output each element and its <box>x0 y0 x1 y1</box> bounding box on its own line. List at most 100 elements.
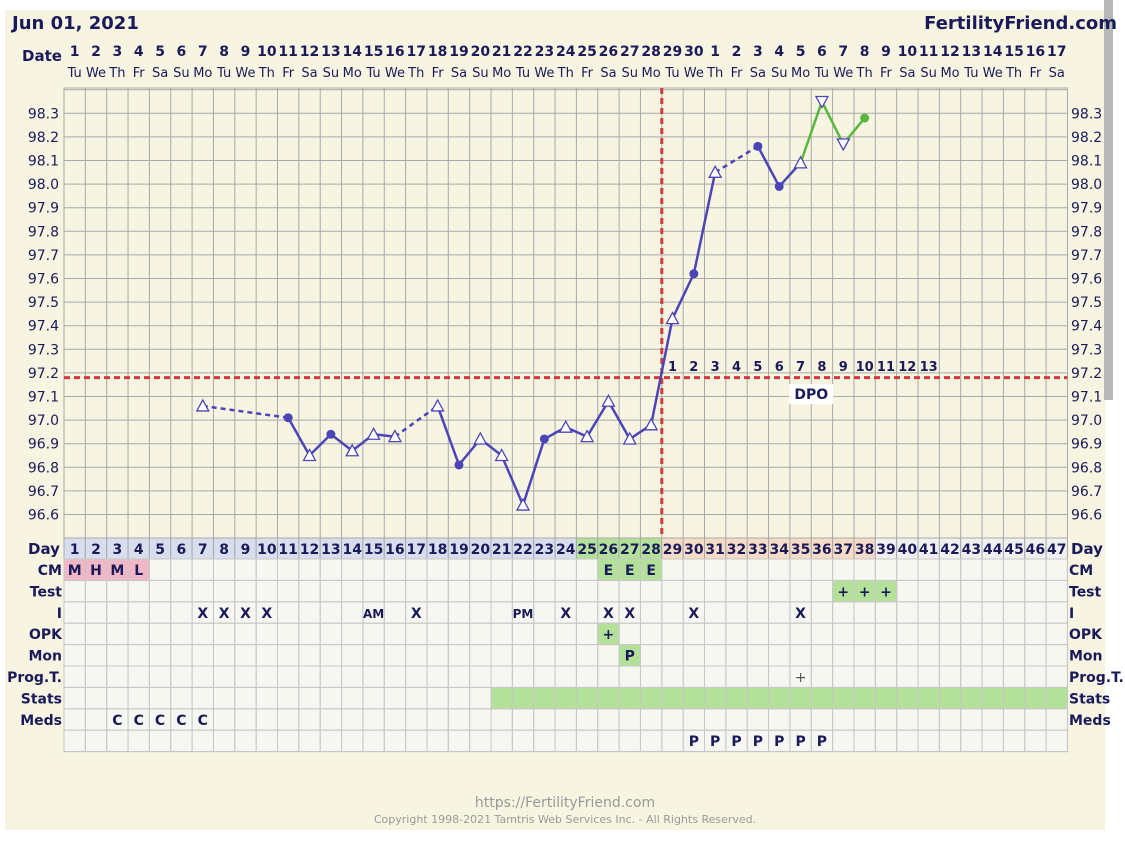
dpo-number: 8 <box>817 360 826 375</box>
weekday-tick-label: Tu <box>664 66 679 81</box>
weekday-tick-label: Mo <box>193 66 212 81</box>
date-tick-label: 17 <box>407 44 426 60</box>
stats-highlight <box>491 687 1068 709</box>
date-tick-label: 10 <box>257 44 277 60</box>
date-tick-label: 12 <box>940 44 959 60</box>
y-tick-label-right: 97.1 <box>1071 390 1102 406</box>
weekday-tick-label: We <box>983 66 1003 81</box>
temperature-point <box>366 426 381 440</box>
table-cell-value: X <box>603 606 614 622</box>
table-cell-value: L <box>134 563 143 579</box>
day-number: 8 <box>219 542 229 558</box>
y-tick-label-left: 97.7 <box>28 248 59 264</box>
temperature-point <box>836 138 851 152</box>
day-number: 31 <box>705 542 724 558</box>
date-tick-label: 10 <box>898 44 918 60</box>
weekday-tick-label: Su <box>771 66 788 81</box>
temperature-point <box>283 413 293 423</box>
day-number: 5 <box>155 542 165 558</box>
dpo-number: 7 <box>796 360 805 375</box>
day-number: 34 <box>769 542 789 558</box>
temperature-point <box>774 181 784 191</box>
weekday-tick-label: Sa <box>451 66 467 81</box>
y-tick-label-left: 96.7 <box>28 484 59 500</box>
day-number: 33 <box>748 542 767 558</box>
day-number: 12 <box>300 542 319 558</box>
day-number: 1 <box>70 542 80 558</box>
weekday-tick-label: Th <box>1005 66 1022 81</box>
table-cell-value: X <box>795 606 806 622</box>
day-number: 15 <box>364 542 383 558</box>
day-number: 30 <box>684 542 704 558</box>
row-label-right: CM <box>1069 563 1093 579</box>
date-tick-label: 4 <box>774 44 784 60</box>
date-tick-label: 30 <box>684 44 704 60</box>
day-number: 35 <box>791 542 810 558</box>
row-label-left: I <box>57 606 62 622</box>
weekday-tick-label: Su <box>173 66 190 81</box>
date-tick-label: 2 <box>732 44 742 60</box>
weekday-tick-label: Fr <box>581 66 594 81</box>
date-tick-label: 5 <box>155 44 165 60</box>
weekday-tick-label: Fr <box>133 66 146 81</box>
axis-labels: Date 1 2 3 4 5 6 7 8 9 10 11 12 13 14 15 16 17 18 19 20 21 22 2… <box>22 44 1102 524</box>
table-cell-value: E <box>646 563 656 579</box>
footer-url[interactable]: https://FertilityFriend.com <box>475 795 655 811</box>
day-number: 28 <box>641 542 660 558</box>
weekday-tick-label: Fr <box>731 66 744 81</box>
scrollbar-thumb[interactable] <box>1104 0 1113 400</box>
table-cell-value: AM <box>363 607 384 621</box>
temperature-point <box>326 429 336 439</box>
temperature-point <box>860 113 870 123</box>
weekday-tick-label: Sa <box>1049 66 1065 81</box>
table-cell-value: P <box>710 734 720 750</box>
weekday-tick-label: We <box>86 66 106 81</box>
y-tick-label-right: 97.3 <box>1071 342 1102 358</box>
date-tick-label: 1 <box>70 44 80 60</box>
y-tick-label-right: 98.1 <box>1071 154 1102 170</box>
dpo-number: 2 <box>689 360 698 375</box>
day-number: 29 <box>663 542 682 558</box>
day-number: 16 <box>385 542 404 558</box>
table-cell-value: C <box>112 713 122 729</box>
day-number: 39 <box>876 542 895 558</box>
dpo-number: 5 <box>753 360 762 375</box>
date-tick-label: 2 <box>91 44 101 60</box>
y-tick-label-left: 97.3 <box>28 342 59 358</box>
date-tick-label: 25 <box>577 44 596 60</box>
row-label-right: OPK <box>1069 627 1103 643</box>
date-tick-label: 1 <box>710 44 720 60</box>
row-label-left: Prog.T. <box>7 670 62 686</box>
day-number: 37 <box>834 542 853 558</box>
date-tick-label: 27 <box>620 44 639 60</box>
temperature-segment <box>799 98 866 164</box>
table-cell-value: P <box>774 734 784 750</box>
date-row-label: Date <box>22 47 62 65</box>
date-tick-label: 14 <box>342 44 362 60</box>
date-tick-label: 8 <box>860 44 870 60</box>
day-number: 40 <box>898 542 918 558</box>
day-number: 36 <box>812 542 831 558</box>
temperature-grid <box>63 87 1068 539</box>
temperature-point <box>539 434 549 444</box>
weekday-tick-label: Su <box>323 66 340 81</box>
weekday-tick-label: We <box>684 66 704 81</box>
table-cell-value: E <box>625 563 635 579</box>
row-label-right: I <box>1069 606 1074 622</box>
table-cell-value: X <box>261 606 272 622</box>
dpo-number: 4 <box>732 360 741 375</box>
temperature-point <box>473 431 488 445</box>
weekday-tick-label: Mo <box>791 66 810 81</box>
temperature-point <box>494 448 509 462</box>
weekday-tick-label: We <box>833 66 853 81</box>
row-label-left: Stats <box>21 691 62 707</box>
y-tick-label-right: 97.7 <box>1071 248 1102 264</box>
temperature-point <box>689 269 699 279</box>
temperature-point <box>665 311 680 325</box>
weekday-tick-label: Th <box>108 66 125 81</box>
date-tick-label: 4 <box>134 44 144 60</box>
date-tick-label: 3 <box>753 44 763 60</box>
date-tick-label: 11 <box>278 44 297 60</box>
day-number: 20 <box>471 542 491 558</box>
